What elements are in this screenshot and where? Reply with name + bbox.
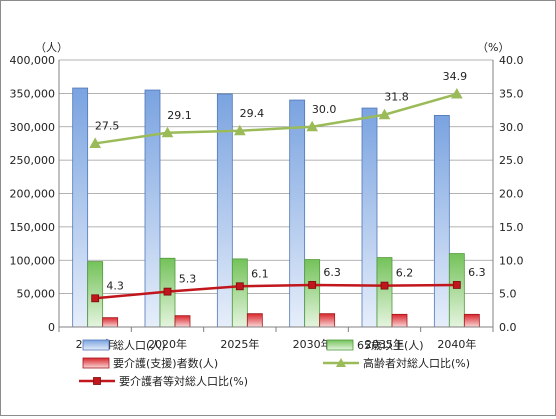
marker-care-ratio [308, 281, 317, 289]
data-label-care-ratio: 6.3 [323, 266, 341, 279]
x-tick-label: 2035年 [365, 337, 404, 351]
legend-swatch [82, 357, 110, 369]
data-label-elderly-ratio: 30.0 [312, 103, 337, 116]
legend-label: 要介護者等対総人口比(%) [119, 374, 248, 388]
legend-label: 総人口(人) [113, 338, 166, 352]
line-care-ratio [95, 283, 457, 300]
bar-age65-plus [448, 253, 465, 328]
data-labels: 27.5 29.1 29.4 30.0 31.8 34.9 4.3 5.3 6.1 6.3 6.2 6… [95, 70, 486, 292]
bar-care-required [102, 317, 119, 328]
legend-swatch [82, 339, 110, 351]
bar-age65-plus [376, 257, 393, 328]
y-left-tick-label: 250,000 [10, 154, 56, 167]
data-label-care-ratio: 6.1 [251, 267, 269, 280]
legend-swatch [326, 339, 354, 351]
y-left-tick-label: 300,000 [10, 121, 56, 134]
bar-care-required [246, 313, 263, 328]
bar-age65-plus [87, 261, 104, 328]
y-left-unit-label: （人） [35, 41, 68, 54]
marker-care-ratio [452, 281, 461, 289]
legend-marker [336, 358, 346, 367]
data-label-care-ratio: 4.3 [106, 279, 124, 292]
data-label-care-ratio: 5.3 [179, 273, 197, 286]
x-tick-label: 2030年 [293, 337, 332, 351]
bar-care-required [463, 313, 480, 328]
data-label-elderly-ratio: 29.1 [167, 109, 192, 122]
marker-care-ratio [163, 287, 172, 296]
y-left-tick-label: 200,000 [10, 188, 56, 201]
marker-care-ratio [380, 281, 389, 290]
legend-label: 要介護(支援)者数(人) [113, 356, 218, 370]
y-left-tick-label: 400,000 [10, 54, 56, 67]
y-right-tick-label: 0.0 [499, 321, 517, 334]
data-label-care-ratio: 6.2 [396, 267, 414, 280]
bar-total-population [433, 115, 450, 328]
y-right-tick-label: 30.0 [499, 121, 524, 134]
y-right-tick-label: 40.0 [499, 54, 524, 67]
legend-elderly-ratio: 高齢者対総人口比(%) [323, 356, 470, 370]
y-left-tick-label: 0 [48, 321, 55, 334]
legend-total-population: 総人口(人) [82, 338, 166, 352]
y-right-tick-label: 5.0 [499, 288, 517, 301]
marker-elderly-ratio [378, 108, 391, 120]
y-right-tick-label: 35.0 [499, 87, 524, 100]
y-right-tick-label: 10.0 [499, 254, 524, 267]
marker-care-ratio [91, 294, 100, 303]
y-left-tick-label: 100,000 [10, 254, 56, 267]
marker-care-ratio [235, 282, 244, 291]
bars [72, 87, 480, 328]
x-tick-label: 2025年 [220, 337, 259, 351]
y-left-tick-label: 150,000 [10, 221, 56, 234]
legend-label: 高齢者対総人口比(%) [363, 356, 470, 370]
data-label-elderly-ratio: 34.9 [443, 70, 468, 83]
marker-elderly-ratio [233, 124, 246, 136]
data-label-elderly-ratio: 31.8 [384, 91, 409, 104]
legend-label: 65歳以上(人) [357, 339, 424, 352]
bar-age65-plus [304, 259, 321, 328]
y-left-tick-label: 350,000 [10, 87, 56, 100]
y-right-unit-label: （%） [477, 41, 509, 54]
gridlines [59, 59, 493, 295]
data-label-elderly-ratio: 29.4 [240, 107, 265, 120]
legend-care-ratio: 要介護者等対総人口比(%) [79, 374, 248, 388]
bar-total-population [361, 107, 378, 328]
legend-care-required: 要介護(支援)者数(人) [82, 356, 218, 370]
marker-elderly-ratio [161, 126, 174, 138]
legend: 総人口(人) 65歳以上(人) 要介護(支援)者数(人) 高齢者対総人口比(%) 要介護… [79, 338, 470, 388]
legend-age65-plus: 65歳以上(人) [326, 339, 424, 352]
bar-total-population [289, 99, 306, 328]
bar-total-population [216, 93, 233, 328]
bar-care-required [174, 315, 191, 328]
x-tick-label: 2040年 [437, 337, 476, 351]
data-label-care-ratio: 6.3 [468, 266, 486, 279]
line-elderly-ratio [94, 92, 458, 145]
bar-care-required [319, 313, 336, 328]
bar-age65-plus [231, 258, 248, 328]
data-label-elderly-ratio: 27.5 [95, 119, 120, 132]
lines [89, 88, 463, 303]
axes: 0 50,000 100,000 150,000 200,000 250,000 300,0… [10, 41, 524, 351]
x-tick-label: 2020年 [148, 337, 187, 351]
legend-marker [93, 377, 101, 385]
y-left-tick-label: 50,000 [17, 288, 56, 301]
marker-elderly-ratio [450, 88, 463, 99]
bar-total-population [72, 87, 89, 328]
bar-care-required [391, 313, 408, 328]
marker-elderly-ratio [306, 120, 319, 132]
y-right-tick-label: 20.0 [499, 188, 524, 201]
marker-elderly-ratio [89, 137, 102, 148]
y-right-tick-label: 25.0 [499, 154, 524, 167]
y-right-tick-label: 15.0 [499, 221, 524, 234]
